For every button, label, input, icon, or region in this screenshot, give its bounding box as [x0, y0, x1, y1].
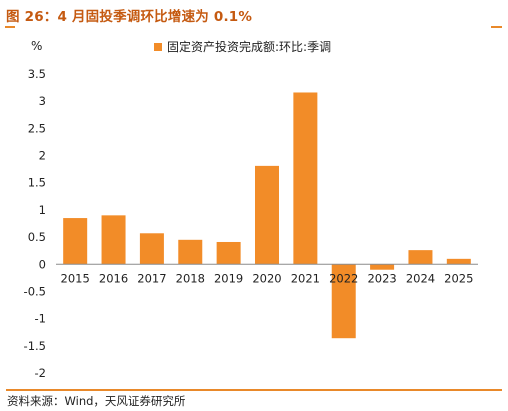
bar-2020	[255, 165, 279, 265]
chart-legend: 固定资产投资完成额:环比:季调	[154, 38, 331, 55]
x-tick-label: 2020	[252, 271, 281, 285]
figure-title: 图 26：4 月固投季调环比增速为 0.1%	[6, 9, 253, 25]
y-tick-label: 3	[39, 94, 46, 108]
footer-rule	[6, 389, 502, 391]
source-note: 资料来源：Wind，天风证券研究所	[7, 394, 186, 408]
y-tick-label: 1	[39, 203, 46, 217]
x-tick-label: 2022	[329, 271, 358, 285]
legend-swatch	[154, 42, 162, 51]
x-tick-label: 2019	[214, 271, 243, 285]
x-tick-label: 2016	[99, 271, 128, 285]
x-tick-label: 2023	[367, 271, 396, 285]
bar-2021	[293, 92, 318, 265]
title-rule-left	[5, 26, 15, 28]
legend-label: 固定资产投资完成额:环比:季调	[167, 40, 332, 54]
bar-2016	[101, 215, 126, 265]
y-tick-label: 0	[39, 257, 46, 271]
y-tick-label: 0.5	[28, 230, 46, 244]
x-tick-label: 2021	[291, 271, 320, 285]
bars	[63, 92, 471, 339]
x-tick-label: 2025	[444, 271, 473, 285]
bar-2019	[216, 241, 241, 265]
x-axis: 2015 2016 2017 2018 2019 2020 2021 2022 2023 2024…	[56, 263, 478, 285]
bar-chart: 3.532.521.510.50-0.5-1-1.5-2 2015 2016 201…	[24, 67, 478, 380]
y-tick-label: 1.5	[28, 176, 46, 190]
y-tick-label: -1.5	[24, 339, 46, 353]
x-tick-label: 2017	[137, 271, 166, 285]
y-tick-label: -1	[35, 312, 46, 326]
y-axis: 3.5 3 2.5 2 1.5 1 0.5 0 -0.5 -1 -1.5 -2	[24, 67, 46, 380]
y-tick-label: -0.5	[24, 284, 46, 298]
y-axis-unit-label: %	[31, 39, 43, 53]
bar-2018	[178, 239, 203, 265]
x-tick-label: 2015	[61, 271, 90, 285]
y-tick-label: 3.5	[28, 67, 46, 81]
bar-2022	[331, 264, 356, 339]
y-tick-label: -2	[35, 366, 46, 380]
bar-2025	[446, 258, 471, 265]
bar-2023	[370, 264, 395, 270]
title-rule-right	[491, 26, 502, 28]
bar-2024	[408, 250, 433, 265]
bar-2017	[139, 233, 164, 265]
y-tick-label: 2	[39, 149, 46, 163]
x-tick-label: 2018	[176, 271, 205, 285]
bar-2015	[63, 218, 88, 265]
y-tick-label: 2.5	[28, 121, 46, 135]
x-tick-label: 2024	[406, 271, 435, 285]
